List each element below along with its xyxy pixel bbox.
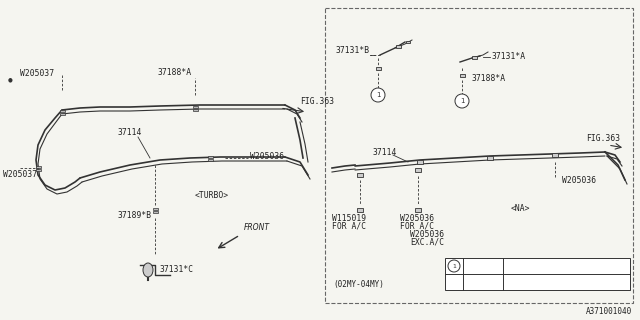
Text: A50635: A50635 — [467, 263, 491, 269]
Text: W205036: W205036 — [562, 175, 596, 185]
Text: 37131*C: 37131*C — [160, 266, 194, 275]
Bar — [208, 156, 213, 158]
Bar — [36, 166, 41, 168]
Text: ●: ● — [8, 77, 13, 83]
Text: 1: 1 — [376, 92, 380, 98]
Text: 37114: 37114 — [373, 148, 397, 156]
Bar — [487, 156, 493, 160]
Text: W115019: W115019 — [332, 213, 366, 222]
Text: W205036: W205036 — [250, 151, 284, 161]
Text: FOR A/C: FOR A/C — [332, 221, 366, 230]
Bar — [415, 168, 421, 172]
Text: <TURBO>: <TURBO> — [195, 190, 229, 199]
Text: 37114: 37114 — [118, 127, 142, 137]
Text: <NA>: <NA> — [510, 204, 530, 212]
Text: W205037: W205037 — [20, 68, 54, 77]
Text: 37189*B: 37189*B — [118, 211, 152, 220]
Ellipse shape — [143, 263, 153, 277]
Text: <02MY0009-04MY0310>: <02MY0009-04MY0310> — [507, 263, 569, 268]
Bar — [36, 169, 41, 171]
Text: EXC.A/C: EXC.A/C — [410, 237, 444, 246]
Text: A371001040: A371001040 — [586, 308, 632, 316]
Bar — [60, 113, 65, 115]
Bar — [417, 160, 423, 164]
Circle shape — [448, 260, 460, 272]
Bar — [552, 153, 558, 157]
Text: (02MY-04MY): (02MY-04MY) — [333, 281, 384, 290]
Text: W205037: W205037 — [3, 170, 37, 179]
Text: 1: 1 — [460, 98, 464, 104]
Bar — [376, 67, 381, 70]
Text: 0104S: 0104S — [467, 279, 487, 285]
Text: 37188*A: 37188*A — [158, 68, 192, 76]
Circle shape — [455, 94, 469, 108]
Text: W205036: W205036 — [410, 229, 444, 238]
Text: <04MY0311-         >: <04MY0311- > — [507, 279, 572, 284]
Text: FRONT: FRONT — [244, 223, 270, 232]
Text: FIG.363: FIG.363 — [300, 97, 334, 106]
Circle shape — [371, 88, 385, 102]
Text: W205036: W205036 — [400, 213, 434, 222]
Bar — [472, 56, 477, 59]
Bar — [357, 173, 363, 177]
Text: 37188*A: 37188*A — [472, 74, 506, 83]
Bar — [396, 45, 401, 48]
Bar — [153, 208, 158, 210]
Bar — [193, 108, 198, 110]
Bar — [415, 208, 421, 212]
Text: 37131*B: 37131*B — [336, 45, 370, 54]
Text: 37131*A: 37131*A — [492, 52, 526, 60]
Bar — [60, 110, 65, 112]
Bar — [193, 106, 198, 108]
Bar — [153, 211, 158, 212]
Text: FIG.363: FIG.363 — [586, 133, 620, 142]
Text: 1: 1 — [452, 263, 456, 268]
Bar — [208, 158, 213, 161]
Text: FOR A/C: FOR A/C — [400, 221, 434, 230]
Bar — [445, 258, 630, 290]
Bar — [357, 208, 363, 212]
Bar — [406, 41, 410, 43]
Bar — [460, 74, 465, 77]
